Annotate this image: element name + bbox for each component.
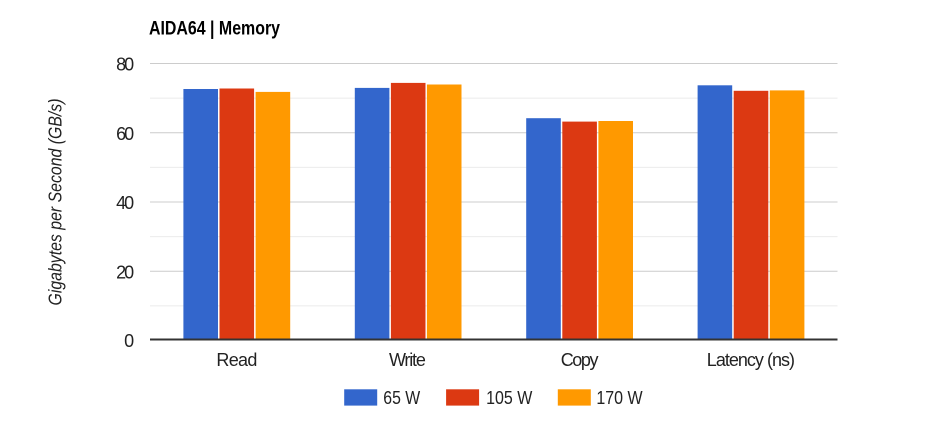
- svg-text:Read: Read: [216, 350, 257, 370]
- svg-text:80: 80: [116, 55, 134, 75]
- svg-text:0: 0: [124, 331, 134, 351]
- svg-text:AIDA64 | Memory: AIDA64 | Memory: [149, 19, 280, 40]
- svg-text:Gigabytes per Second (GB/s): Gigabytes per Second (GB/s): [45, 99, 65, 306]
- svg-text:Write: Write: [389, 350, 426, 370]
- svg-text:65 W: 65 W: [383, 388, 420, 408]
- svg-text:Latency (ns): Latency (ns): [707, 350, 795, 370]
- svg-text:Copy: Copy: [561, 350, 599, 370]
- svg-text:40: 40: [116, 193, 134, 213]
- svg-text:20: 20: [116, 262, 134, 282]
- svg-text:60: 60: [116, 124, 134, 144]
- svg-text:105 W: 105 W: [486, 388, 532, 408]
- svg-text:170 W: 170 W: [596, 388, 642, 408]
